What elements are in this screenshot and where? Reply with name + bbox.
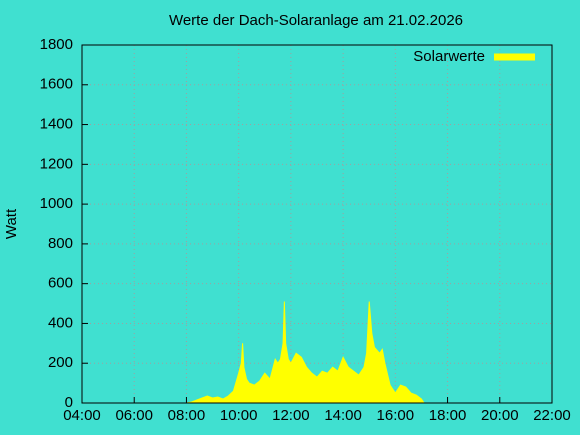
y-tick-label: 400 [48,314,73,331]
y-tick-label: 0 [65,394,73,411]
y-tick-label: 200 [48,354,73,371]
y-tick-label: 1400 [40,116,73,133]
plot-border [81,44,553,404]
x-tick-label: 12:00 [272,407,310,424]
area [186,301,425,404]
x-tick-label: 04:00 [63,407,101,424]
x-tick-label: 08:00 [168,407,206,424]
y-tick-label: 1800 [40,36,73,53]
x-tick-label: 18:00 [429,407,467,424]
chart-title: Werte der Dach-Solaranlage am 21.02.2026 [169,12,463,29]
x-tick-label: 22:00 [533,407,571,424]
legend-label: Solarwerte [413,48,485,65]
x-tick-label: 06:00 [115,407,153,424]
x-tick-label: 16:00 [377,407,415,424]
y-tick-label: 600 [48,275,73,292]
legend-swatch [494,53,535,61]
y-axis-label: Watt [3,208,20,239]
x-tick-label: 14:00 [324,407,362,424]
y-tick-label: 800 [48,235,73,252]
x-tick-label: 20:00 [481,407,519,424]
y-tick-label: 1200 [40,155,73,172]
x-tick-label: 10:00 [220,407,258,424]
y-tick-label: 1000 [40,195,73,212]
y-tick-label: 1600 [40,76,73,93]
